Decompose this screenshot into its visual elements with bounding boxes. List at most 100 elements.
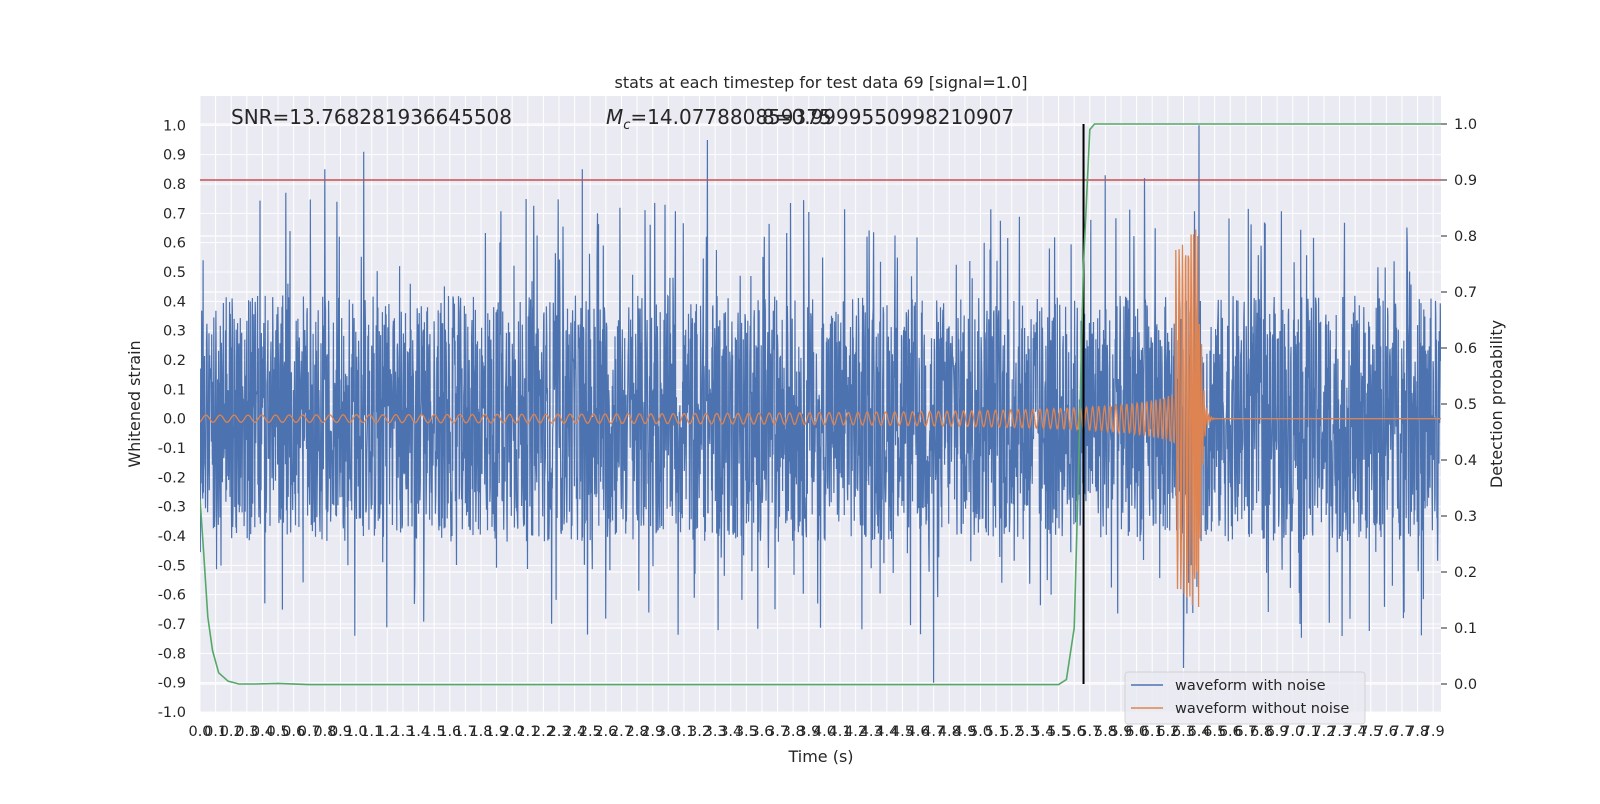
x-tick-label: 1.0 xyxy=(345,724,368,740)
y2-tick-label: 0.2 xyxy=(1454,565,1477,581)
x-tick-label: 1.3 xyxy=(391,724,414,740)
legend-box xyxy=(1124,671,1366,725)
x-tick-label: 2.5 xyxy=(579,724,602,740)
x-tick-label: 2.1 xyxy=(516,724,539,740)
x-tick-label: 1.6 xyxy=(438,724,461,740)
chart-title: stats at each timestep for test data 69 … xyxy=(615,73,1028,92)
x-tick-label: 7.0 xyxy=(1281,724,1304,740)
x-tick-label: 3.8 xyxy=(782,724,805,740)
y2-tick-label: 0.5 xyxy=(1454,397,1477,413)
x-tick-label: 0.1 xyxy=(204,724,227,740)
x-tick-label: 2.0 xyxy=(501,724,524,740)
y-tick-label: -0.9 xyxy=(158,676,186,692)
y-tick-label: 0.4 xyxy=(163,294,186,310)
mc-value: =14.077880859375 xyxy=(630,105,831,129)
x-tick-label: 5.7 xyxy=(1078,724,1101,740)
legend: waveform with noise waveform without noi… xyxy=(1124,671,1366,725)
y-tick-label: -0.7 xyxy=(158,617,186,633)
x-tick-label: 2.4 xyxy=(563,724,586,740)
x-tick-label: 0.7 xyxy=(298,724,321,740)
x-tick-label: 5.1 xyxy=(985,724,1008,740)
x-tick-label: 1.5 xyxy=(423,724,446,740)
x-tick-label: 0.6 xyxy=(282,724,305,740)
x-tick-label: 0.5 xyxy=(267,724,290,740)
x-tick-label: 3.5 xyxy=(735,724,758,740)
x-tick-label: 5.2 xyxy=(1000,724,1023,740)
x-tick-label: 1.7 xyxy=(454,724,477,740)
x-tick-label: 7.5 xyxy=(1359,724,1382,740)
x-tick-label: 5.5 xyxy=(1047,724,1070,740)
y-tick-label: 0.6 xyxy=(163,236,186,252)
y-tick-label: 0.7 xyxy=(163,206,186,222)
x-tick-label: 7.7 xyxy=(1390,724,1413,740)
x-tick-label: 5.0 xyxy=(969,724,992,740)
x-tick-label: 3.9 xyxy=(797,724,820,740)
y-tick-label: 0.3 xyxy=(163,324,186,340)
y2-tick-label: 0.6 xyxy=(1454,341,1477,357)
x-tick-label: 7.8 xyxy=(1406,724,1429,740)
mc-symbol: M xyxy=(606,105,623,129)
x-tick-label: 3.6 xyxy=(750,724,773,740)
x-tick-label: 4.9 xyxy=(953,724,976,740)
x-tick-label: 3.2 xyxy=(688,724,711,740)
y2-tick-label: 0.3 xyxy=(1454,509,1477,525)
x-tick-label: 7.2 xyxy=(1312,724,1335,740)
x-tick-label: 4.4 xyxy=(875,724,898,740)
x-tick-label: 1.8 xyxy=(469,724,492,740)
x-tick-label: 4.6 xyxy=(907,724,930,740)
mc-subscript: c xyxy=(623,118,630,133)
x-tick-label: 7.6 xyxy=(1375,724,1398,740)
x-tick-label: 4.1 xyxy=(828,724,851,740)
x-tick-label: 0.0 xyxy=(188,724,211,740)
y-axis-label: Whitened strain xyxy=(125,340,144,467)
x-tick-label: 2.2 xyxy=(532,724,555,740)
x-tick-label: 4.0 xyxy=(813,724,836,740)
x-axis-label: Time (s) xyxy=(787,747,853,766)
x-tick-label: 1.4 xyxy=(407,724,430,740)
y-tick-label: 0.0 xyxy=(163,412,186,428)
y-tick-label: 0.5 xyxy=(163,265,186,281)
x-tick-label: 7.4 xyxy=(1344,724,1367,740)
y2-tick-label: 0.4 xyxy=(1454,453,1477,469)
x-tick-label: 7.1 xyxy=(1297,724,1320,740)
x-tick-label: 4.3 xyxy=(860,724,883,740)
x-tick-label: 5.6 xyxy=(1063,724,1086,740)
x-tick-label: 6.3 xyxy=(1172,724,1195,740)
x-tick-label: 5.3 xyxy=(1016,724,1039,740)
x-tick-label: 1.9 xyxy=(485,724,508,740)
x-tick-label: 2.8 xyxy=(626,724,649,740)
x-tick-label: 7.3 xyxy=(1328,724,1351,740)
y-tick-label: -0.6 xyxy=(158,588,186,604)
y-tick-label: -0.4 xyxy=(158,529,186,545)
y-tick-labels: -1.0 -0.9 -0.8 -0.7 -0.6 -0.5 -0.4 -0.3 -0.2 -0.1… xyxy=(158,118,186,721)
x-tick-label: 4.7 xyxy=(922,724,945,740)
x-tick-label: 0.3 xyxy=(235,724,258,740)
x-tick-label: 7.9 xyxy=(1422,724,1445,740)
x-tick-label: 6.7 xyxy=(1234,724,1257,740)
y-tick-label: 1.0 xyxy=(163,118,186,134)
y-tick-label: -0.2 xyxy=(158,470,186,486)
overlap-annotation: 8=0.9999550998210907 xyxy=(762,105,1014,129)
legend-label-waveform-with-noise: waveform with noise xyxy=(1175,678,1326,694)
y2-tick-label: 0.9 xyxy=(1454,173,1477,189)
y2-tick-label: 1.0 xyxy=(1454,117,1477,133)
mc-annotation: Mc=14.077880859375 xyxy=(606,105,832,133)
x-tick-label: 3.7 xyxy=(766,724,789,740)
x-tick-label: 2.3 xyxy=(548,724,571,740)
y-tick-label: -0.1 xyxy=(158,441,186,457)
x-tick-label: 3.1 xyxy=(672,724,695,740)
x-tick-label: 0.8 xyxy=(313,724,336,740)
x-tick-label: 6.5 xyxy=(1203,724,1226,740)
x-tick-label: 6.2 xyxy=(1156,724,1179,740)
x-tick-label: 1.1 xyxy=(360,724,383,740)
y-tick-label: -1.0 xyxy=(158,705,186,721)
y2-tick-label: 0.8 xyxy=(1454,229,1477,245)
x-tick-label: 6.6 xyxy=(1219,724,1242,740)
x-tick-label: 4.8 xyxy=(938,724,961,740)
x-tick-label: 5.4 xyxy=(1031,724,1054,740)
series-waveform-without-noise xyxy=(200,229,1441,608)
series-waveform-with-noise xyxy=(200,125,1441,683)
x-tick-label: 3.4 xyxy=(719,724,742,740)
y-tick-label: 0.8 xyxy=(163,177,186,193)
x-tick-label: 2.9 xyxy=(641,724,664,740)
